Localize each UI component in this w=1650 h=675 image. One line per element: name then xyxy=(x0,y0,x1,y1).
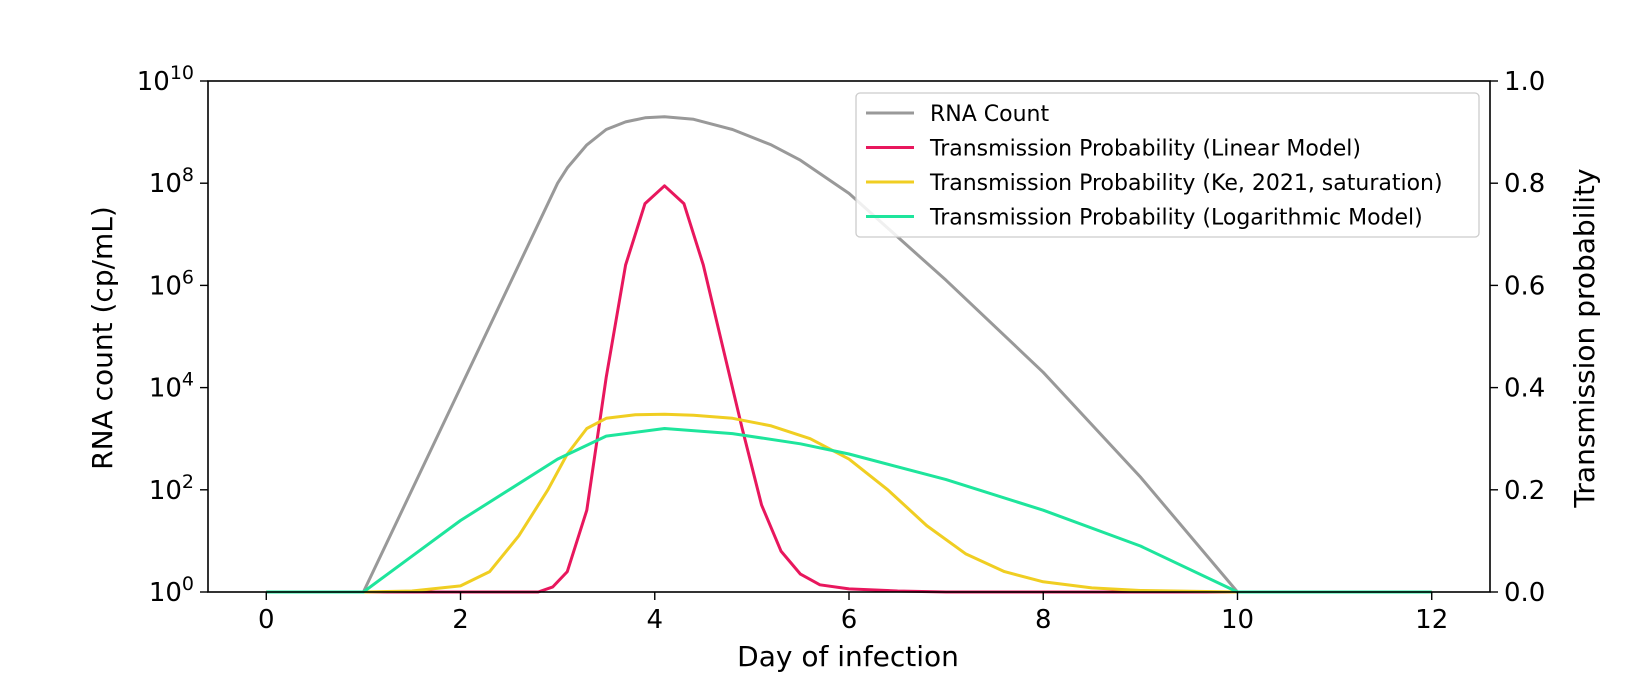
x-tick-label: 0 xyxy=(258,605,275,635)
legend-label-1: RNA Count xyxy=(930,102,1049,127)
series-layer xyxy=(266,115,1432,594)
legend-label-3: Transmission Probability (Ke, 2021, satu… xyxy=(929,171,1443,196)
x-tick-label: 2 xyxy=(452,605,469,635)
right-y-tick-label: 0.6 xyxy=(1504,271,1545,301)
x-axis-title: Day of infection xyxy=(737,640,959,673)
right-y-axis-title: Transmission probability xyxy=(1568,168,1601,508)
series-line-3 xyxy=(266,412,1432,594)
left-y-tick-label: 1010 xyxy=(137,62,194,97)
left-y-tick-label: 108 xyxy=(149,164,194,199)
x-tick-label: 4 xyxy=(646,605,663,635)
left-y-axis-title: RNA count (cp/mL) xyxy=(86,206,119,470)
legend-label-4: Transmission Probability (Logarithmic Mo… xyxy=(929,206,1423,231)
series-line-4 xyxy=(266,427,1432,594)
series-line-1 xyxy=(362,115,1239,593)
x-tick-label: 8 xyxy=(1035,605,1052,635)
left-y-tick-label: 100 xyxy=(149,573,194,608)
legend-label-2: Transmission Probability (Linear Model) xyxy=(929,137,1361,162)
left-y-tick-label: 102 xyxy=(149,471,194,506)
legend-box xyxy=(855,92,1480,238)
right-y-tick-label: 0.8 xyxy=(1504,169,1545,199)
legend: RNA Count Transmission Probability (Linea… xyxy=(855,92,1480,238)
right-y-tick-label: 0.2 xyxy=(1504,476,1545,506)
axes-layer: 0 2 4 6 8 10 12 100 102 104 106 108 1010 0.0 0.2 0.4 0.6… xyxy=(137,62,1546,635)
right-y-tick-label: 0.4 xyxy=(1504,374,1545,404)
left-y-tick-label: 104 xyxy=(149,369,194,404)
series-line-2 xyxy=(266,184,1432,594)
x-tick-label: 10 xyxy=(1221,605,1254,635)
left-y-tick-label: 106 xyxy=(149,266,194,301)
right-y-tick-label: 1.0 xyxy=(1504,67,1545,97)
x-tick-label: 12 xyxy=(1415,605,1448,635)
x-tick-label: 6 xyxy=(841,605,858,635)
right-y-tick-label: 0.0 xyxy=(1504,578,1545,608)
